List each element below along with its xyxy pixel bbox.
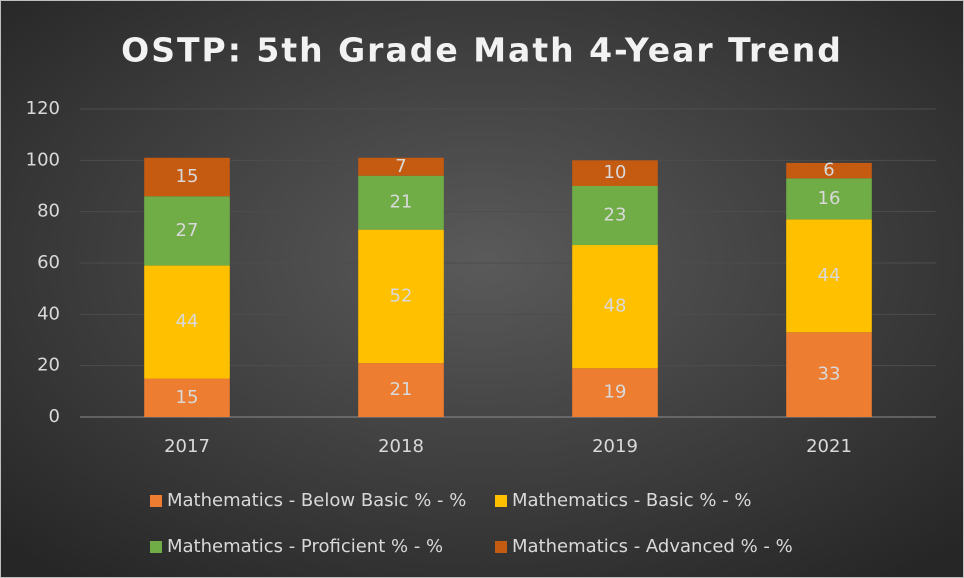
- legend-label: Mathematics - Advanced % - %: [512, 536, 793, 557]
- bar-segment: [144, 265, 230, 379]
- bar-segment: [572, 186, 658, 246]
- bar-segment: [358, 363, 444, 417]
- y-tick-label: 20: [37, 355, 60, 376]
- legend-label: Mathematics - Below Basic % - %: [167, 490, 466, 511]
- bar-segment: [358, 175, 444, 230]
- bar-segment: [572, 368, 658, 417]
- bar-segment: [144, 196, 230, 266]
- data-label: 16: [818, 188, 841, 209]
- data-label: 15: [176, 166, 199, 187]
- chart-title: OSTP: 5th Grade Math 4-Year Trend: [121, 31, 843, 70]
- y-tick-label: 40: [37, 303, 60, 324]
- data-label: 23: [604, 205, 627, 226]
- bar-segment: [144, 157, 230, 197]
- y-tick-label: 0: [49, 406, 60, 427]
- y-tick-label: 120: [26, 98, 60, 119]
- bar-segment: [144, 378, 230, 417]
- data-label: 6: [823, 160, 834, 181]
- x-tick-label: 2018: [378, 436, 424, 457]
- bar-segment: [786, 332, 872, 417]
- legend-label: Mathematics - Proficient % - %: [167, 536, 443, 557]
- bar-segment: [572, 160, 658, 186]
- x-tick-label: 2021: [806, 436, 852, 457]
- data-label: 33: [818, 364, 841, 385]
- data-label: 44: [818, 265, 841, 286]
- data-label: 21: [390, 192, 413, 213]
- y-tick-label: 60: [37, 252, 60, 273]
- y-tick-label: 100: [26, 149, 60, 170]
- data-label: 48: [604, 296, 627, 317]
- x-tick-label: 2017: [164, 436, 210, 457]
- bar-segment: [786, 219, 872, 333]
- legend-label: Mathematics - Basic % - %: [512, 490, 751, 511]
- data-label: 15: [176, 387, 199, 408]
- bar-segment: [786, 178, 872, 220]
- data-label: 19: [604, 382, 627, 403]
- bar-segment: [358, 157, 444, 176]
- data-label: 52: [390, 285, 413, 306]
- legend-swatch: [495, 541, 507, 553]
- data-label: 21: [390, 379, 413, 400]
- data-label: 7: [395, 156, 406, 177]
- legend-swatch: [150, 541, 162, 553]
- data-label: 27: [176, 220, 199, 241]
- bar-segment: [572, 245, 658, 369]
- y-tick-label: 80: [37, 201, 60, 222]
- data-label: 10: [604, 162, 627, 183]
- bar-segment: [358, 229, 444, 364]
- bar-segment: [786, 162, 872, 179]
- x-tick-label: 2019: [592, 436, 638, 457]
- legend-swatch: [150, 495, 162, 507]
- data-label: 44: [176, 311, 199, 332]
- legend-swatch: [495, 495, 507, 507]
